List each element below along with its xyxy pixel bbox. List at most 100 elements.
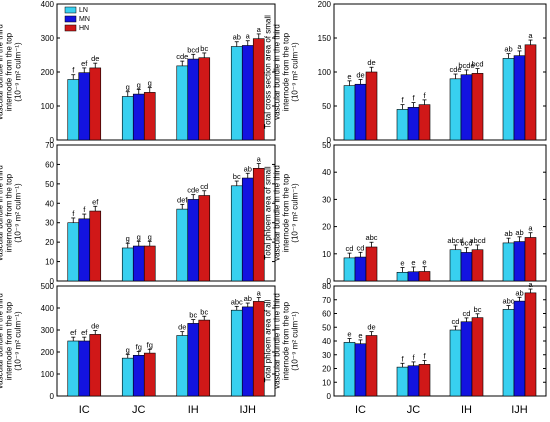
significance-letter: cd <box>346 244 354 253</box>
y-axis-label-line: (10⁻⁹ m² culm⁻¹) <box>291 311 300 371</box>
panel-f: 0 10 20 30 40 50 60 70 80 Total phloem area of al… <box>264 280 547 416</box>
y-tick-label: 20 <box>322 365 331 374</box>
significance-letter: g <box>137 80 141 89</box>
significance-letter: f <box>83 205 86 214</box>
y-tick-label: 50 <box>322 102 331 111</box>
significance-letter: f <box>412 94 415 103</box>
y-axis-label-line: Total phloem area of all <box>264 299 273 382</box>
y-axis-label-line: internode from the top <box>282 173 291 252</box>
panel-d: 0 10 20 30 40 50 Total phloem area of smallvas… <box>264 141 547 286</box>
y-tick-label: 40 <box>45 199 54 208</box>
bar-mn-ic <box>78 340 91 397</box>
bar-hn-ih <box>198 195 211 282</box>
bar-ln-ijh <box>230 46 243 141</box>
bar-mn-ic <box>354 343 367 397</box>
significance-letter: ef <box>70 328 77 337</box>
y-axis-label-line: internode from the top <box>5 173 14 252</box>
y-tick-label: 40 <box>322 168 331 177</box>
y-tick-label: 10 <box>45 258 54 267</box>
bar-hn-jc <box>143 245 156 282</box>
significance-letter: bcd <box>460 239 472 248</box>
y-tick-label: 500 <box>41 282 55 291</box>
significance-letter: cd <box>357 243 365 252</box>
y-tick-label: 0 <box>327 136 332 145</box>
bar-hn-ijh <box>524 44 537 141</box>
y-tick-label: 200 <box>41 348 55 357</box>
significance-letter: a <box>528 280 533 289</box>
bar-mn-ih <box>187 58 200 141</box>
y-axis-label-line: Total phloem area of small <box>264 166 273 260</box>
y-tick-label: 0 <box>50 392 55 401</box>
bar-hn-ijh <box>524 292 537 397</box>
significance-letter: f <box>72 209 75 218</box>
y-tick-label: 150 <box>318 34 332 43</box>
y-axis-label-line: vascular bundle in the third <box>273 165 282 261</box>
bar-ln-ic <box>343 342 356 397</box>
significance-letter: abc <box>502 297 514 306</box>
y-tick-label: 0 <box>50 136 55 145</box>
significance-letter: a <box>517 42 522 51</box>
bar-ln-jc <box>396 366 409 397</box>
y-axis-label-line: (10⁻⁹ m² culm⁻¹) <box>14 42 23 102</box>
y-tick-label: 0 <box>327 277 332 286</box>
bar-mn-ih <box>460 321 473 397</box>
significance-letter: cde <box>187 186 199 195</box>
significance-letter: g <box>126 345 130 354</box>
significance-letter: bc <box>200 44 208 53</box>
bar-ln-ic <box>343 257 356 282</box>
significance-letter: fg <box>136 342 142 351</box>
bar-mn-ih <box>187 199 200 282</box>
y-axis-label: Total phloem area of largevascular bundl… <box>0 165 23 261</box>
bar-ln-ih <box>449 78 462 141</box>
y-axis-label: Total phloem area of smallvascular bundl… <box>264 165 300 261</box>
y-tick-label: 50 <box>45 180 54 189</box>
bar-mn-ijh <box>241 306 254 397</box>
y-tick-label: 400 <box>41 304 55 313</box>
bar-hn-ih <box>198 57 211 141</box>
y-tick-label: 10 <box>322 378 331 387</box>
significance-letter: g <box>126 83 130 92</box>
y-axis-label-line: vascular bundle in the third <box>0 293 5 389</box>
significance-letter: g <box>148 79 152 88</box>
significance-letter: g <box>148 232 152 241</box>
significance-letter: a <box>528 31 533 40</box>
bar-hn-jc <box>143 352 156 397</box>
y-tick-label: 100 <box>41 370 55 379</box>
significance-letter: cd <box>463 309 471 318</box>
bar-ln-ic <box>67 340 80 397</box>
y-axis-label: Total cross section area of allvascular … <box>0 289 23 392</box>
bar-hn-ic <box>89 334 102 397</box>
significance-letter: bcd <box>471 60 483 69</box>
legend-label-ln: LN <box>79 7 88 14</box>
significance-letter: ef <box>81 328 88 337</box>
y-tick-label: 30 <box>322 195 331 204</box>
y-tick-label: 200 <box>41 68 55 77</box>
y-axis-label-line: internode from the top <box>5 301 14 380</box>
y-axis-label-line: vascular bundle in the third <box>273 293 282 389</box>
significance-letter: fg <box>147 340 153 349</box>
legend-swatch-ln <box>64 6 77 14</box>
y-tick-label: 50 <box>322 323 331 332</box>
bar-mn-ijh <box>513 241 526 282</box>
legend-label-hn: HN <box>79 25 89 32</box>
bar-ln-ijh <box>502 58 515 141</box>
significance-letter: bcde <box>458 61 474 70</box>
significance-letter: de <box>91 322 99 331</box>
bar-mn-jc <box>407 365 420 397</box>
significance-letter: f <box>72 66 75 75</box>
bar-hn-ih <box>471 317 484 397</box>
significance-letter: abcd <box>447 236 463 245</box>
y-tick-label: 0 <box>327 392 332 401</box>
bar-hn-ic <box>365 71 378 141</box>
significance-letter: e <box>347 330 351 339</box>
y-tick-label: 100 <box>318 68 332 77</box>
significance-letter: bc <box>200 307 208 316</box>
bar-mn-jc <box>407 107 420 141</box>
legend-label-mn: MN <box>79 16 90 23</box>
significance-letter: e <box>422 258 426 267</box>
bar-ln-jc <box>121 247 134 282</box>
bar-mn-jc <box>407 271 420 282</box>
panel-c: 0 10 20 30 40 50 60 70 Total phloem area of larg… <box>0 141 276 286</box>
y-axis-label-line: vascular bundle in the third <box>0 24 5 120</box>
bar-hn-ih <box>471 73 484 141</box>
